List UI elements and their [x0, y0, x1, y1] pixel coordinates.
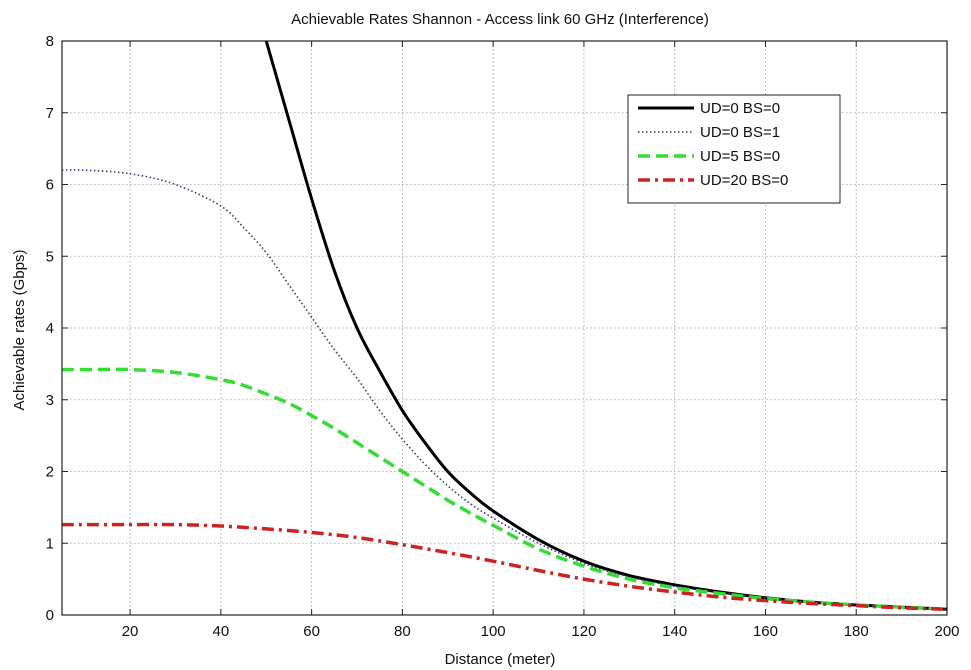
y-tick-label: 8 — [46, 33, 54, 50]
x-tick-label: 200 — [934, 623, 959, 640]
x-axis-title: Distance (meter) — [445, 651, 556, 668]
legend-label-2: UD=0 BS=1 — [700, 124, 780, 141]
x-tick-label: 120 — [571, 623, 596, 640]
legend-label-1: UD=0 BS=0 — [700, 100, 780, 117]
y-axis-title: Achievable rates (Gbps) — [11, 250, 28, 411]
x-tick-label: 40 — [213, 623, 230, 640]
series-line-3 — [62, 367, 947, 612]
y-tick-label: 7 — [46, 105, 54, 122]
x-tick-label: 160 — [753, 623, 778, 640]
y-tick-label: 4 — [46, 320, 54, 337]
chart-title: Achievable Rates Shannon - Access link 6… — [291, 11, 709, 28]
y-tick-label: 3 — [46, 392, 54, 409]
legend-label-3: UD=5 BS=0 — [700, 148, 780, 165]
x-tick-label: 180 — [844, 623, 869, 640]
legend-label-4: UD=20 BS=0 — [700, 172, 788, 189]
series-line-4 — [62, 522, 947, 612]
y-tick-label: 2 — [46, 464, 54, 481]
y-tick-label: 5 — [46, 248, 54, 265]
y-tick-label: 0 — [46, 607, 54, 624]
y-tick-label: 6 — [46, 177, 54, 194]
series-line-1 — [264, 41, 947, 611]
x-tick-label: 60 — [303, 623, 320, 640]
axis-ticks: 20 40 60 80 100 120 140 160 180 200 0 1 2 3 4 5 6 7 8 — [46, 33, 960, 640]
legend-box — [627, 94, 841, 204]
x-tick-label: 80 — [394, 623, 411, 640]
legend: UD=0 BS=0 UD=0 BS=1 UD=5 BS=0 UD=20 BS=0 — [627, 94, 841, 204]
x-tick-label: 140 — [662, 623, 687, 640]
plot-series — [62, 41, 947, 612]
x-tick-label: 20 — [122, 623, 139, 640]
x-tick-label: 100 — [481, 623, 506, 640]
y-tick-label: 1 — [46, 535, 54, 552]
